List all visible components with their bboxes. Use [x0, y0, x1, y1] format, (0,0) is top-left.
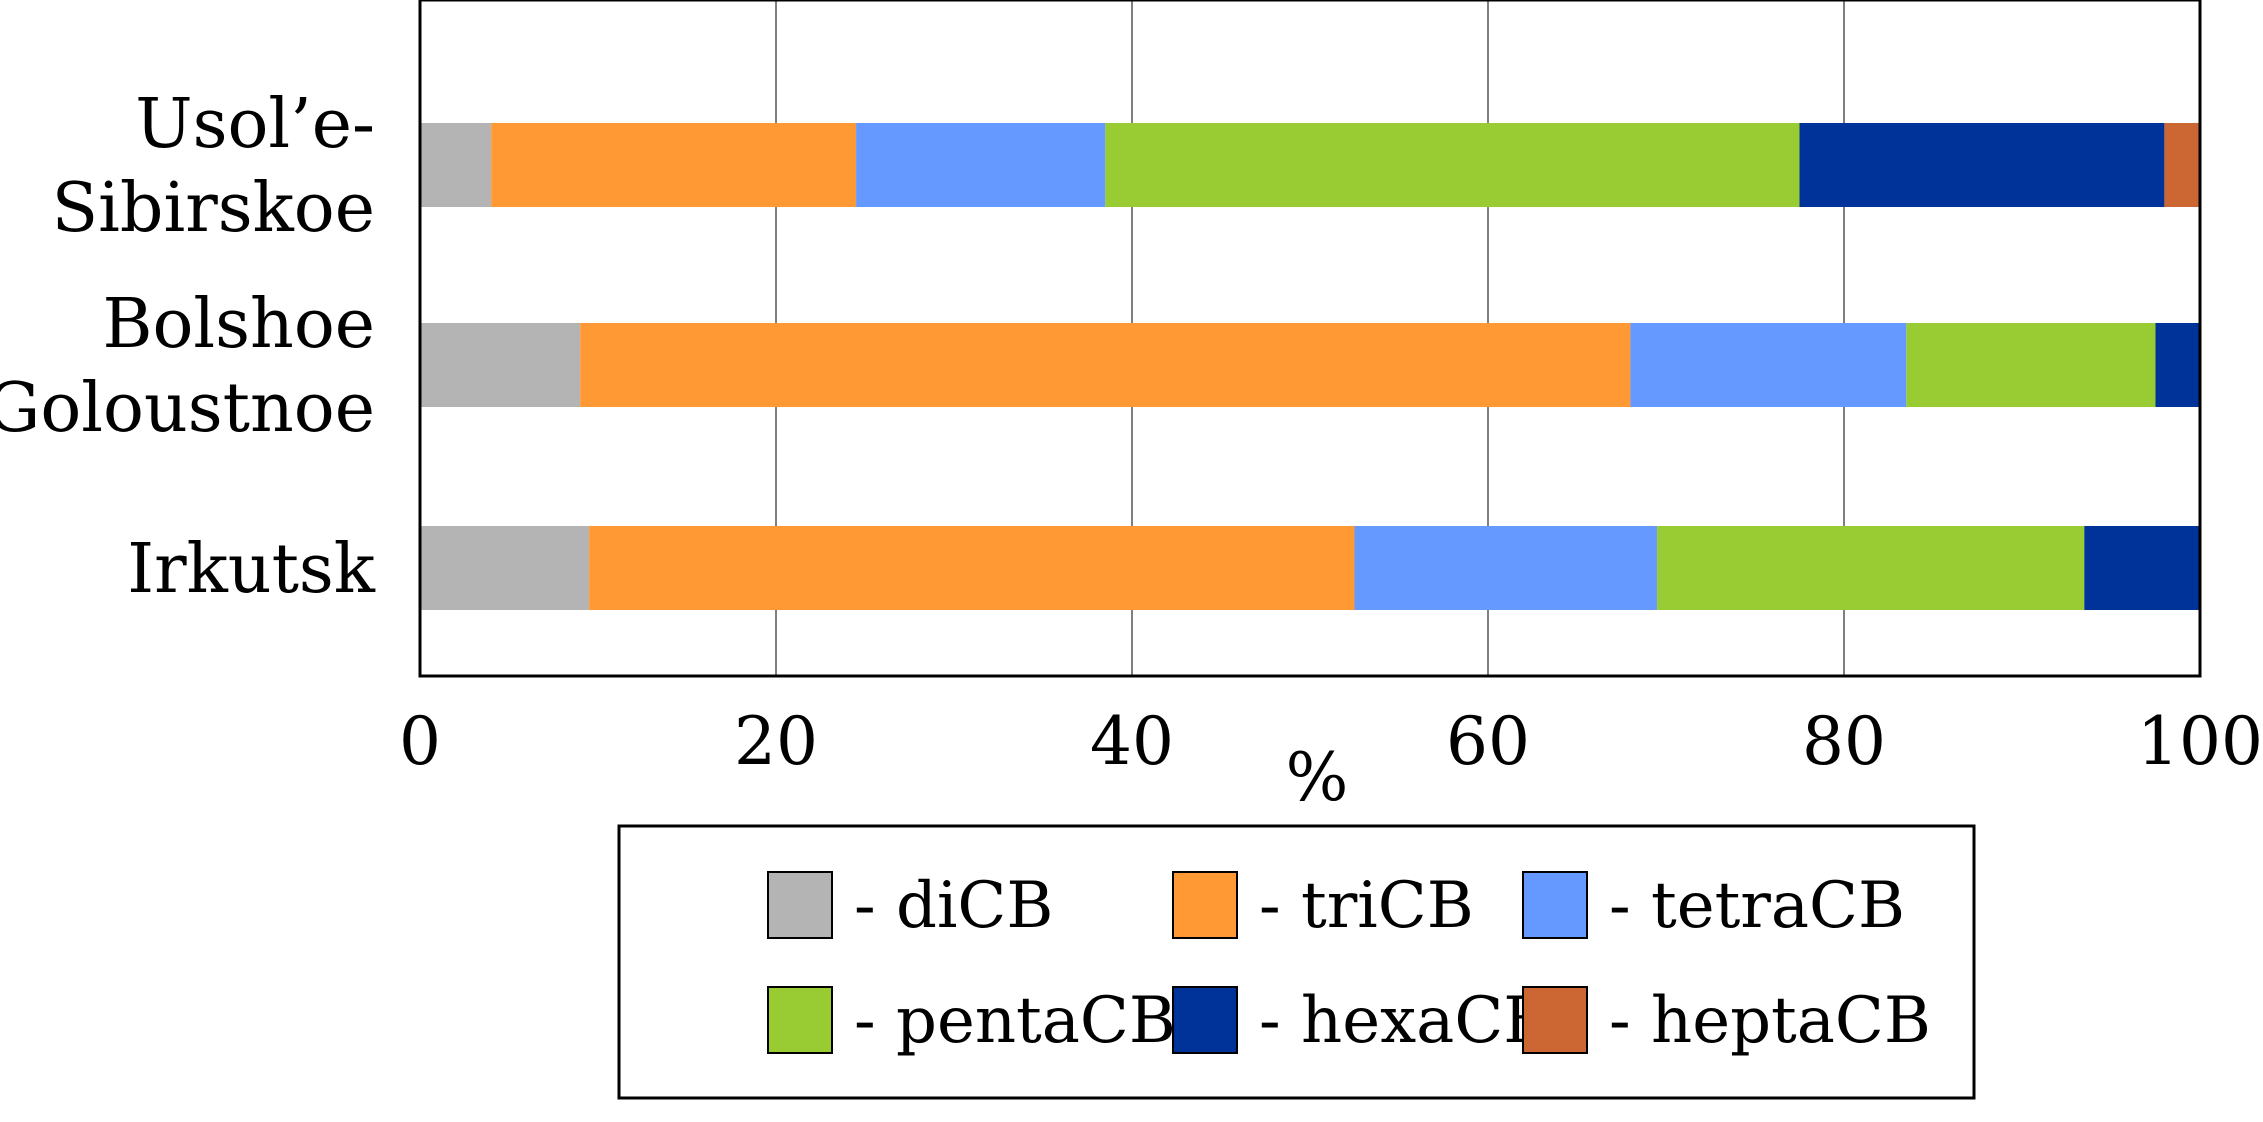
- legend-label: - triCB: [1259, 869, 1474, 943]
- category-label: Usol’e-: [135, 85, 375, 164]
- x-tick-label: 60: [1446, 703, 1530, 780]
- legend-label: - pentaCB: [854, 984, 1176, 1058]
- bar-segment: [1799, 123, 2165, 207]
- bars: [420, 123, 2200, 610]
- bar-segment: [856, 123, 1106, 207]
- legend-swatch: [1172, 871, 1238, 939]
- legend-swatch: [767, 871, 833, 939]
- bar-segment: [1906, 323, 2156, 407]
- bar-segment: [491, 123, 857, 207]
- legend-swatch: [1522, 986, 1588, 1054]
- bar-segment: [2155, 323, 2200, 407]
- x-axis-label: %: [1286, 739, 1349, 816]
- bar-segment: [1657, 526, 2085, 610]
- bar-segment: [589, 526, 1355, 610]
- category-label: Bolshoe: [102, 285, 375, 364]
- bar-segment: [420, 323, 581, 407]
- bar-segment: [1354, 526, 1658, 610]
- legend-label: - tetraCB: [1609, 869, 1905, 943]
- bar-segment: [420, 526, 590, 610]
- legend-swatch: [1172, 986, 1238, 1054]
- bar-segment: [1105, 123, 1800, 207]
- legend-swatch: [767, 986, 833, 1054]
- category-label: Sibirskoe: [52, 169, 375, 248]
- x-tick-label: 100: [2137, 703, 2263, 780]
- bar-segment: [420, 123, 492, 207]
- bar-segment: [2164, 123, 2200, 207]
- legend-label: - heptaCB: [1609, 984, 1931, 1058]
- x-tick-label: 80: [1802, 703, 1886, 780]
- x-tick-label: 0: [399, 703, 441, 780]
- category-label: Irkutsk: [127, 530, 376, 609]
- bar-segment: [2084, 526, 2200, 610]
- legend-swatch: [1522, 871, 1588, 939]
- legend-label: - hexaCB: [1259, 984, 1550, 1058]
- x-tick-label: 20: [734, 703, 818, 780]
- x-tick-labels: 0 20 40 60 80 100: [399, 703, 2263, 780]
- bar-segment: [580, 323, 1631, 407]
- category-label: Goloustnoe: [0, 369, 375, 448]
- x-tick-label: 40: [1090, 703, 1174, 780]
- bar-segment: [1630, 323, 1907, 407]
- legend-box: [617, 824, 1976, 1100]
- legend-label: - diCB: [854, 869, 1053, 943]
- plot-frame: [418, 0, 2202, 678]
- legend: - diCB - triCB - tetraCB - pentaCB - hexaCB -…: [767, 869, 1931, 1058]
